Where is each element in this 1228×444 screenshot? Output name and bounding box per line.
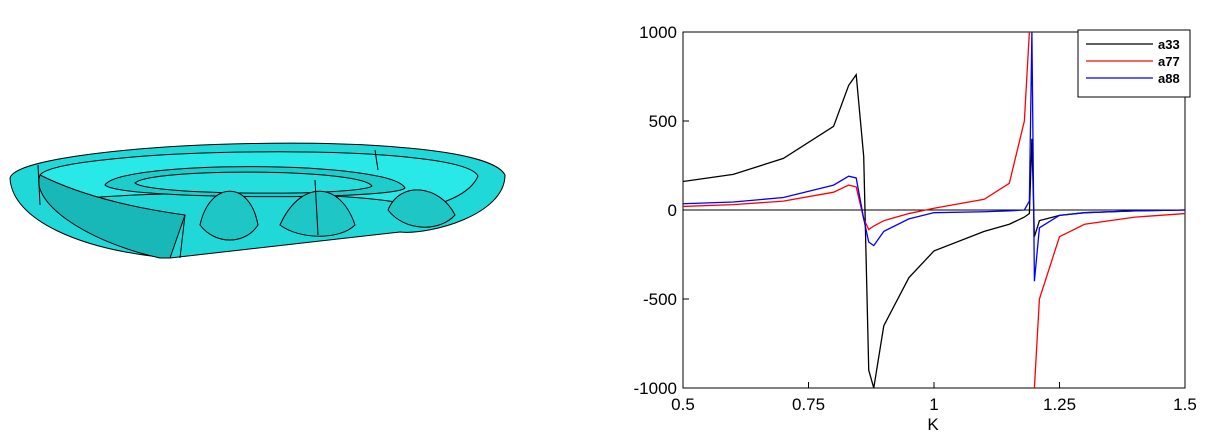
y-tick-label: 0 <box>668 201 677 220</box>
y-tick-label: -500 <box>643 290 677 309</box>
x-tick-label: 0.75 <box>792 395 825 414</box>
x-tick-label: 1.5 <box>1173 395 1197 414</box>
y-tick-label: 500 <box>649 112 677 131</box>
x-tick-label: 1.25 <box>1043 395 1076 414</box>
legend-label: a33 <box>1158 37 1180 52</box>
x-axis-label: K <box>927 415 939 434</box>
y-tick-label: 1000 <box>639 23 677 42</box>
figure: K -1000-500050010000.50.7511.251.5a33a77… <box>0 0 1228 439</box>
series-line <box>683 75 1185 388</box>
x-tick-label: 1 <box>929 395 938 414</box>
legend-label: a88 <box>1158 71 1180 86</box>
page: {"chart_data": {"type": "line", "x_label… <box>0 0 1228 444</box>
legend: a33 a77 a88 <box>1078 30 1190 97</box>
3d-model <box>10 143 505 258</box>
x-tick-label: 0.5 <box>671 395 695 414</box>
legend-label: a77 <box>1158 54 1180 69</box>
